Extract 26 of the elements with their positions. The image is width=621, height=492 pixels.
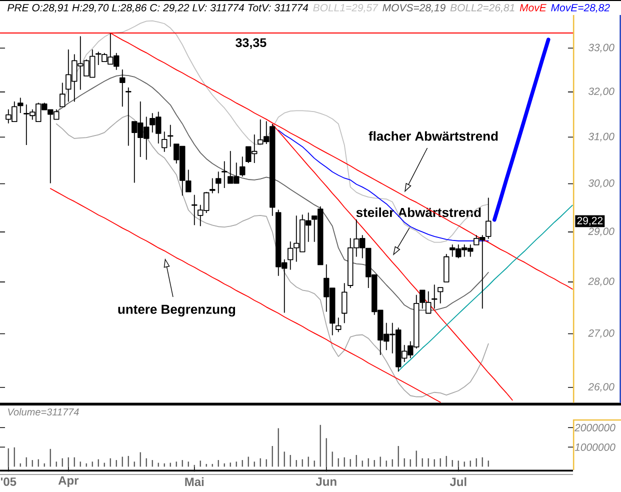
- annotation: untere Begrenzung: [118, 304, 236, 317]
- x-tick-label: Jul: [450, 477, 466, 486]
- text: MovE=28,82: [551, 4, 610, 13]
- y-tick-label: 26,00: [588, 383, 614, 392]
- x-tick-label: Mai: [185, 477, 204, 486]
- y-tick-label: 29,00: [588, 228, 614, 236]
- y-tick-label: 33,00: [588, 44, 614, 52]
- ref-line-label: 33,35: [236, 38, 266, 49]
- y-tick-label: 2000000: [574, 424, 616, 432]
- text: BOLL2=26,81: [450, 4, 514, 13]
- x-tick-label: Apr: [58, 476, 79, 488]
- chart-title: Volume=311774: [8, 408, 79, 416]
- chart-title: PRE O:28,91 H:29,70 L:28,86 C: 29,22 LV: 311774 TotV: 311774: [8, 4, 308, 13]
- y-tick-label: 32,00: [588, 88, 614, 96]
- y-tick-label: 31,00: [588, 132, 614, 142]
- text: MOVS=28,19: [382, 4, 446, 13]
- annotation: 29,22: [577, 216, 603, 226]
- annotation: flacher Abwärtstrend: [368, 131, 498, 141]
- y-tick-label: 27,00: [588, 329, 614, 338]
- legend-label: MovE: [520, 4, 546, 12]
- x-tick-label: '05: [0, 477, 16, 486]
- y-tick-label: 1000000: [574, 443, 616, 451]
- x-tick-label: Jun: [316, 478, 336, 486]
- text: BOLL1=29,57: [313, 4, 378, 13]
- y-tick-label: 30,00: [588, 179, 614, 188]
- y-tick-label: 28,00: [588, 278, 614, 286]
